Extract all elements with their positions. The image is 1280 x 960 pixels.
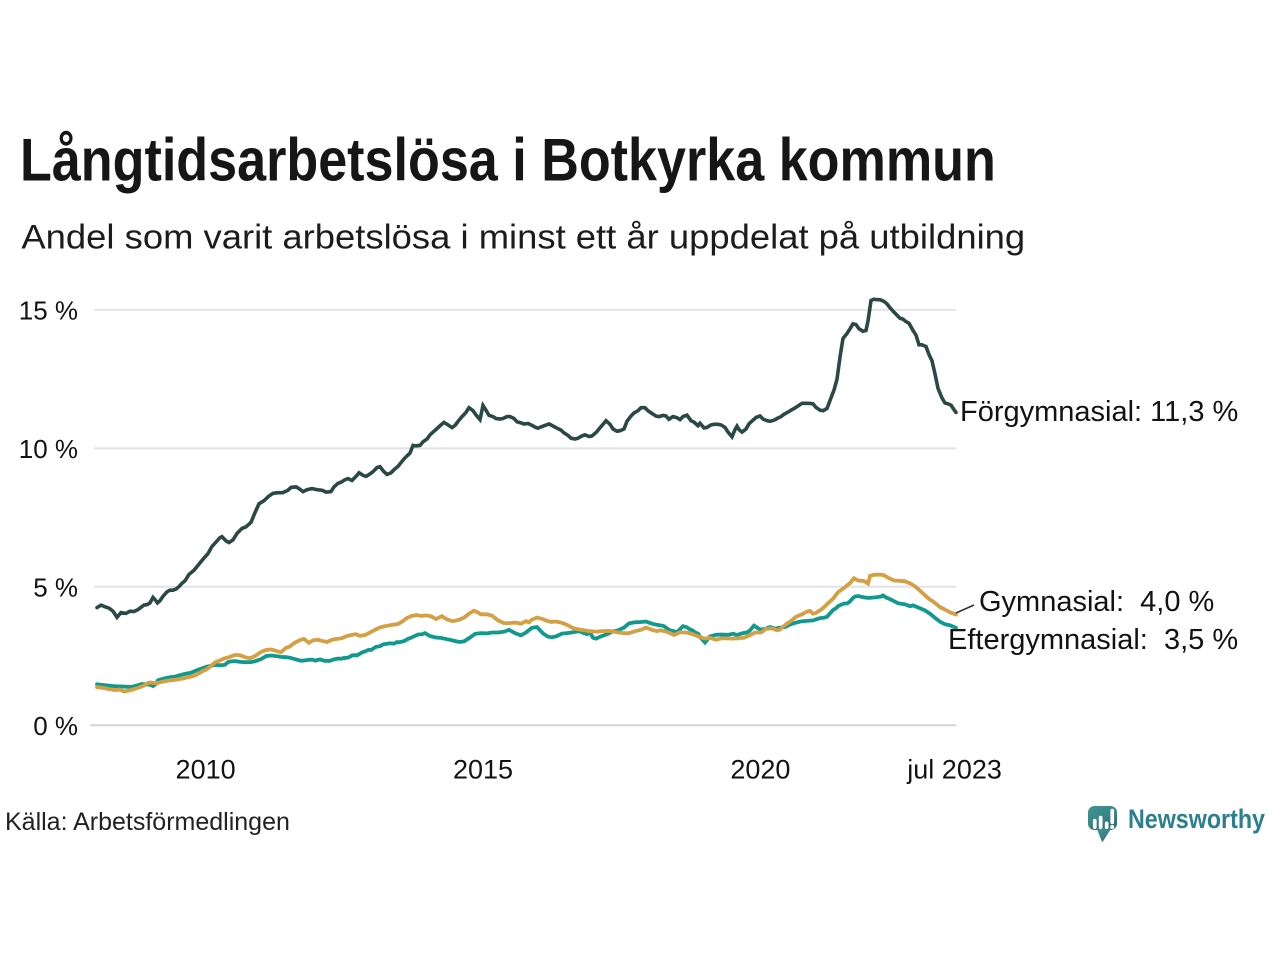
svg-text:Långtidsarbetslösa i Botkyrka: Långtidsarbetslösa i Botkyrka kommun [20, 126, 996, 193]
svg-text:15 %: 15 % [19, 295, 78, 325]
svg-text:0 %: 0 % [33, 711, 78, 741]
svg-text:2010: 2010 [176, 754, 236, 784]
svg-text:Andel som varit arbetslösa i m: Andel som varit arbetslösa i minst ett å… [21, 218, 1025, 256]
svg-text:Förgymnasial: 11,3 %: Förgymnasial: 11,3 % [960, 396, 1238, 428]
svg-text:jul 2023: jul 2023 [906, 754, 1002, 784]
svg-text:2015: 2015 [453, 754, 513, 784]
svg-text:5 %: 5 % [33, 572, 78, 602]
svg-text:Gymnasial: 4,0 %: Gymnasial: 4,0 % [979, 586, 1214, 618]
svg-text:2020: 2020 [730, 754, 790, 784]
svg-text:Eftergymnasial: 3,5 %: Eftergymnasial: 3,5 % [948, 624, 1238, 656]
svg-text:Källa: Arbetsförmedlingen: Källa: Arbetsförmedlingen [5, 808, 290, 836]
svg-text:Newsworthy: Newsworthy [1128, 804, 1265, 834]
svg-text:10 %: 10 % [19, 434, 78, 464]
